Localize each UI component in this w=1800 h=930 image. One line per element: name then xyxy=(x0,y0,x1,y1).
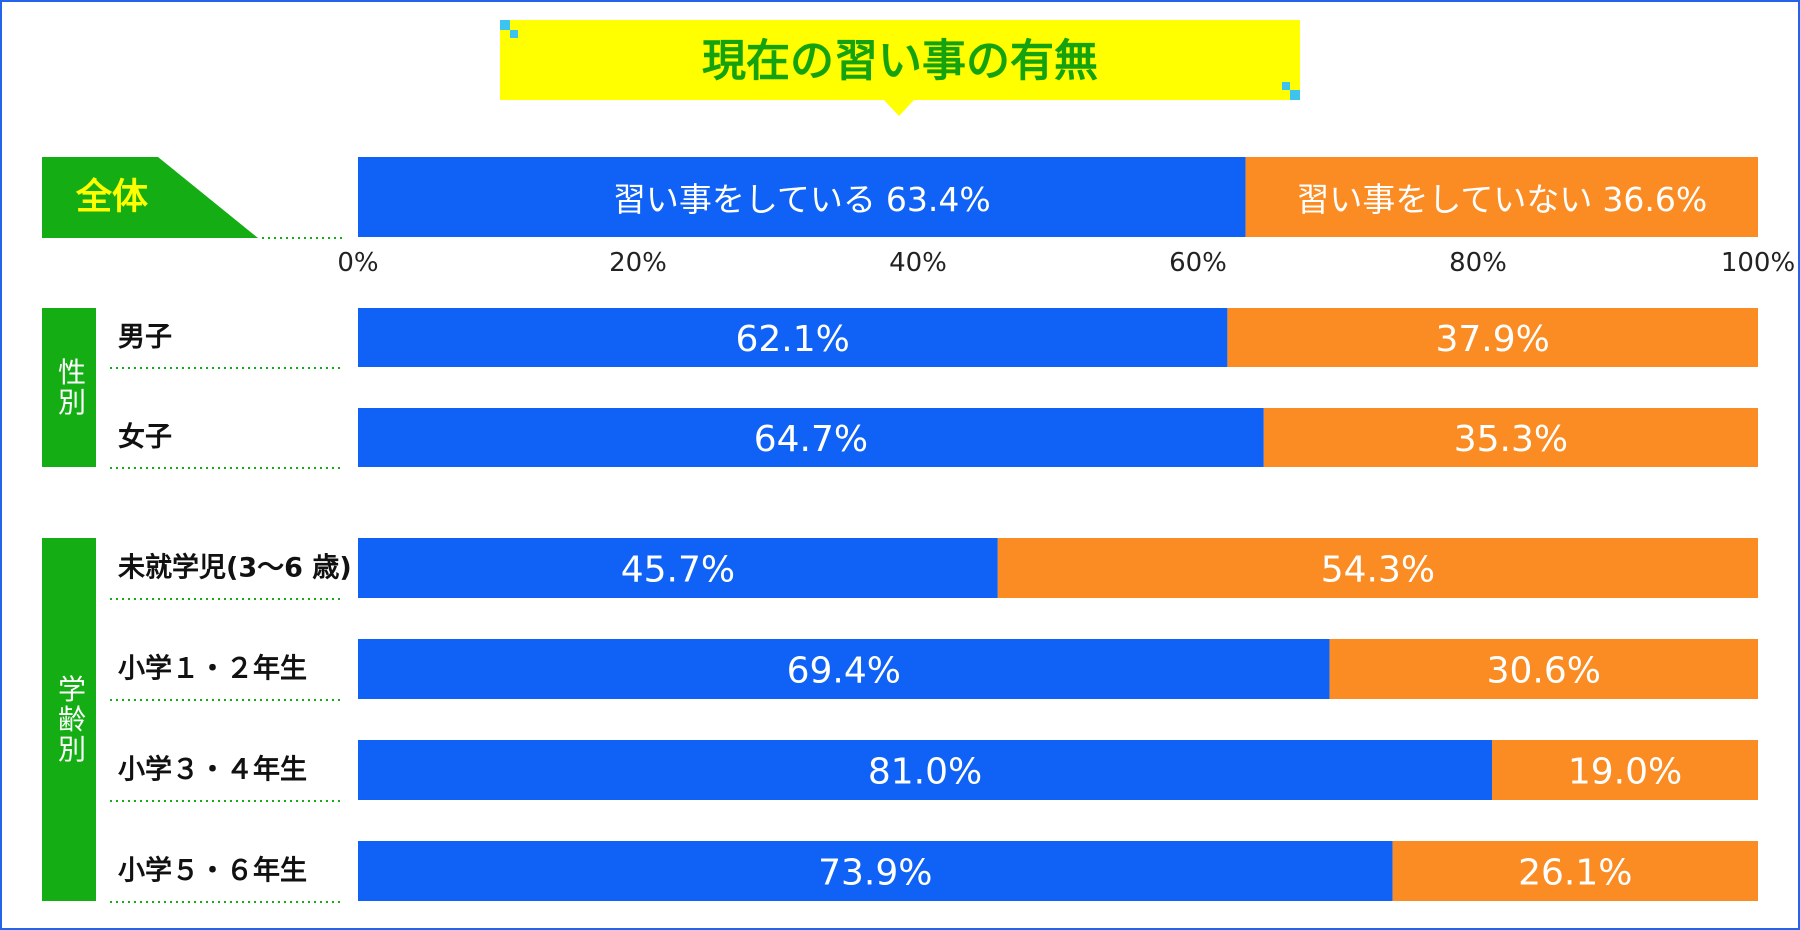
category-label: 小学５・６年生 xyxy=(118,855,307,887)
value-label: 習い事をしている 63.4% xyxy=(613,180,991,219)
bar-segment xyxy=(358,538,998,598)
bar-segment xyxy=(358,308,1228,367)
bar-segment xyxy=(1227,308,1758,367)
x-tick-label: 20% xyxy=(609,248,667,278)
title-deco xyxy=(1282,82,1290,90)
group-label: 性別 xyxy=(54,357,87,417)
value-label: 26.1% xyxy=(1518,853,1632,894)
overall-tab xyxy=(42,157,258,238)
bar-segment xyxy=(358,841,1393,901)
chart-title: 現在の習い事の有無 xyxy=(702,36,1098,87)
title-deco xyxy=(510,30,518,38)
title-deco xyxy=(500,20,510,30)
group-label: 学齢別 xyxy=(54,674,87,764)
value-label: 19.0% xyxy=(1568,752,1682,793)
title-box xyxy=(500,20,1300,100)
category-label: 小学１・２年生 xyxy=(118,653,307,685)
category-label: 小学３・４年生 xyxy=(118,754,307,786)
category-label: 未就学児(3〜6 歳) xyxy=(118,552,352,584)
bar-segment xyxy=(1392,841,1758,901)
value-label: 30.6% xyxy=(1487,651,1601,692)
bar-segment xyxy=(358,408,1264,467)
title-deco xyxy=(1290,90,1300,100)
bar-segment xyxy=(1329,639,1758,699)
value-label-text: 36.6% xyxy=(1602,180,1707,219)
value-label: 54.3% xyxy=(1321,550,1435,591)
value-label: 69.4% xyxy=(787,651,901,692)
value-label: 64.7% xyxy=(754,419,868,460)
bar-segment xyxy=(1263,408,1758,467)
value-label: 習い事をしていない 36.6% xyxy=(1296,180,1707,219)
title-pointer xyxy=(884,100,914,116)
bar-segment xyxy=(358,157,1246,237)
x-tick-label: 40% xyxy=(889,248,947,278)
value-label: 37.9% xyxy=(1436,319,1550,360)
bar-segment xyxy=(358,740,1492,800)
bar-segment xyxy=(1492,740,1758,800)
value-label: 35.3% xyxy=(1454,419,1568,460)
bar-segment xyxy=(1245,157,1758,237)
value-label: 73.9% xyxy=(818,853,932,894)
bar-segment xyxy=(997,538,1758,598)
group-tab xyxy=(42,538,96,901)
x-tick-label: 80% xyxy=(1449,248,1507,278)
value-label-text: 63.4% xyxy=(886,180,991,219)
overall-label: 全体 xyxy=(75,176,148,218)
category-label: 女子 xyxy=(118,421,172,453)
bar-segment xyxy=(358,639,1330,699)
value-label: 81.0% xyxy=(868,752,982,793)
x-tick-label: 0% xyxy=(337,248,378,278)
value-label: 62.1% xyxy=(736,319,850,360)
group-tab xyxy=(42,308,96,467)
legend-label: 習い事をしていない xyxy=(1296,180,1592,219)
category-label: 男子 xyxy=(118,322,172,353)
value-label: 45.7% xyxy=(621,550,735,591)
legend-label: 習い事をしている xyxy=(613,180,876,219)
x-tick-label: 60% xyxy=(1169,248,1227,278)
x-tick-label: 100% xyxy=(1721,248,1795,278)
